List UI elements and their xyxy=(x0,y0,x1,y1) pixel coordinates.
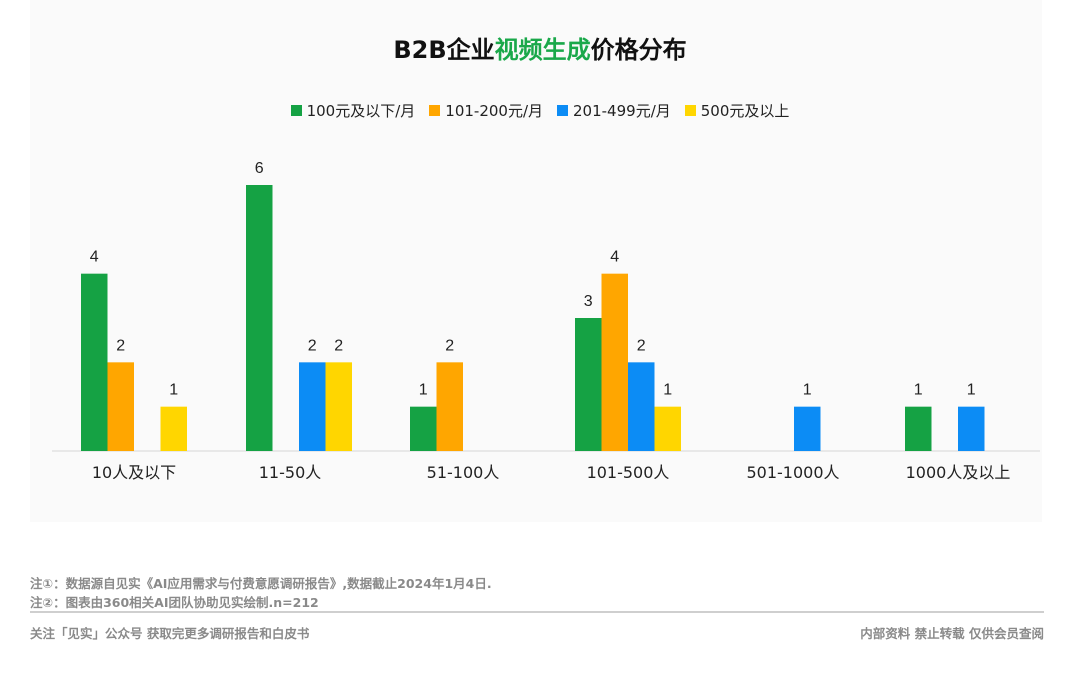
x-tick-label: 1000人及以上 xyxy=(906,463,1011,482)
bar xyxy=(160,406,187,451)
footer-divider xyxy=(30,611,1044,613)
legend-label: 500元及以上 xyxy=(700,102,790,120)
note-1: 注①：数据源自见实《AI应用需求与付费意愿调研报告》,数据截止2024年1月4日… xyxy=(30,576,492,591)
chart-panel xyxy=(30,0,1042,522)
title-suffix: 价格分布 xyxy=(590,36,687,64)
chart-title: B2B企业视频生成价格分布 xyxy=(0,30,1080,65)
bar xyxy=(325,362,352,451)
bar xyxy=(958,406,985,451)
bar xyxy=(246,185,273,451)
note-2: 注②：图表由360相关AI团队协助见实绘制.n=212 xyxy=(30,595,319,610)
bar xyxy=(794,406,821,451)
x-tick-label: 101-500人 xyxy=(587,463,670,482)
footer-left-text: 关注「见实」公众号 获取完更多调研报告和白皮书 xyxy=(30,626,310,641)
footer-right-text: 内部资料 禁止转载 仅供会员查阅 xyxy=(860,626,1044,641)
legend-item: 101-200元/月 xyxy=(429,100,543,121)
data-label: 3 xyxy=(584,293,593,310)
data-label: 1 xyxy=(169,382,178,399)
data-label: 1 xyxy=(967,382,976,399)
bar xyxy=(601,273,628,451)
legend-label: 100元及以下/月 xyxy=(306,102,416,120)
legend-label: 101-200元/月 xyxy=(445,102,544,120)
data-label: 2 xyxy=(445,337,454,354)
legend-item: 201-499元/月 xyxy=(557,100,671,121)
legend-swatch xyxy=(429,105,441,116)
legend-swatch xyxy=(290,105,302,116)
legend-swatch xyxy=(684,105,696,116)
bar xyxy=(575,318,602,451)
legend-item: 500元及以上 xyxy=(684,100,790,121)
bar xyxy=(410,406,437,451)
data-label: 2 xyxy=(308,337,317,354)
bar xyxy=(654,406,681,451)
data-label: 1 xyxy=(663,382,672,399)
chart-legend: 100元及以下/月 101-200元/月 201-499元/月 500元及以上 xyxy=(0,100,1080,121)
bar xyxy=(81,273,108,451)
title-prefix: B2B企业 xyxy=(393,36,495,64)
bar xyxy=(107,362,134,451)
bar xyxy=(628,362,655,451)
data-label: 1 xyxy=(419,382,428,399)
x-tick-label: 11-50人 xyxy=(259,463,322,482)
data-label: 4 xyxy=(610,249,619,266)
bar xyxy=(436,362,463,451)
data-label: 2 xyxy=(334,337,343,354)
x-tick-label: 501-1000人 xyxy=(746,463,839,482)
data-label: 2 xyxy=(637,337,646,354)
data-label: 2 xyxy=(116,337,125,354)
legend-swatch xyxy=(557,105,569,116)
x-tick-label: 10人及以下 xyxy=(92,463,176,482)
data-label: 1 xyxy=(914,382,923,399)
bar xyxy=(905,406,932,451)
legend-item: 100元及以下/月 xyxy=(290,100,416,121)
data-label: 6 xyxy=(255,160,264,177)
title-highlight: 视频生成 xyxy=(494,36,591,64)
data-label: 4 xyxy=(90,249,99,266)
x-tick-label: 51-100人 xyxy=(427,463,500,482)
legend-label: 201-499元/月 xyxy=(573,102,671,120)
bar xyxy=(299,362,326,451)
data-label: 1 xyxy=(803,382,812,399)
